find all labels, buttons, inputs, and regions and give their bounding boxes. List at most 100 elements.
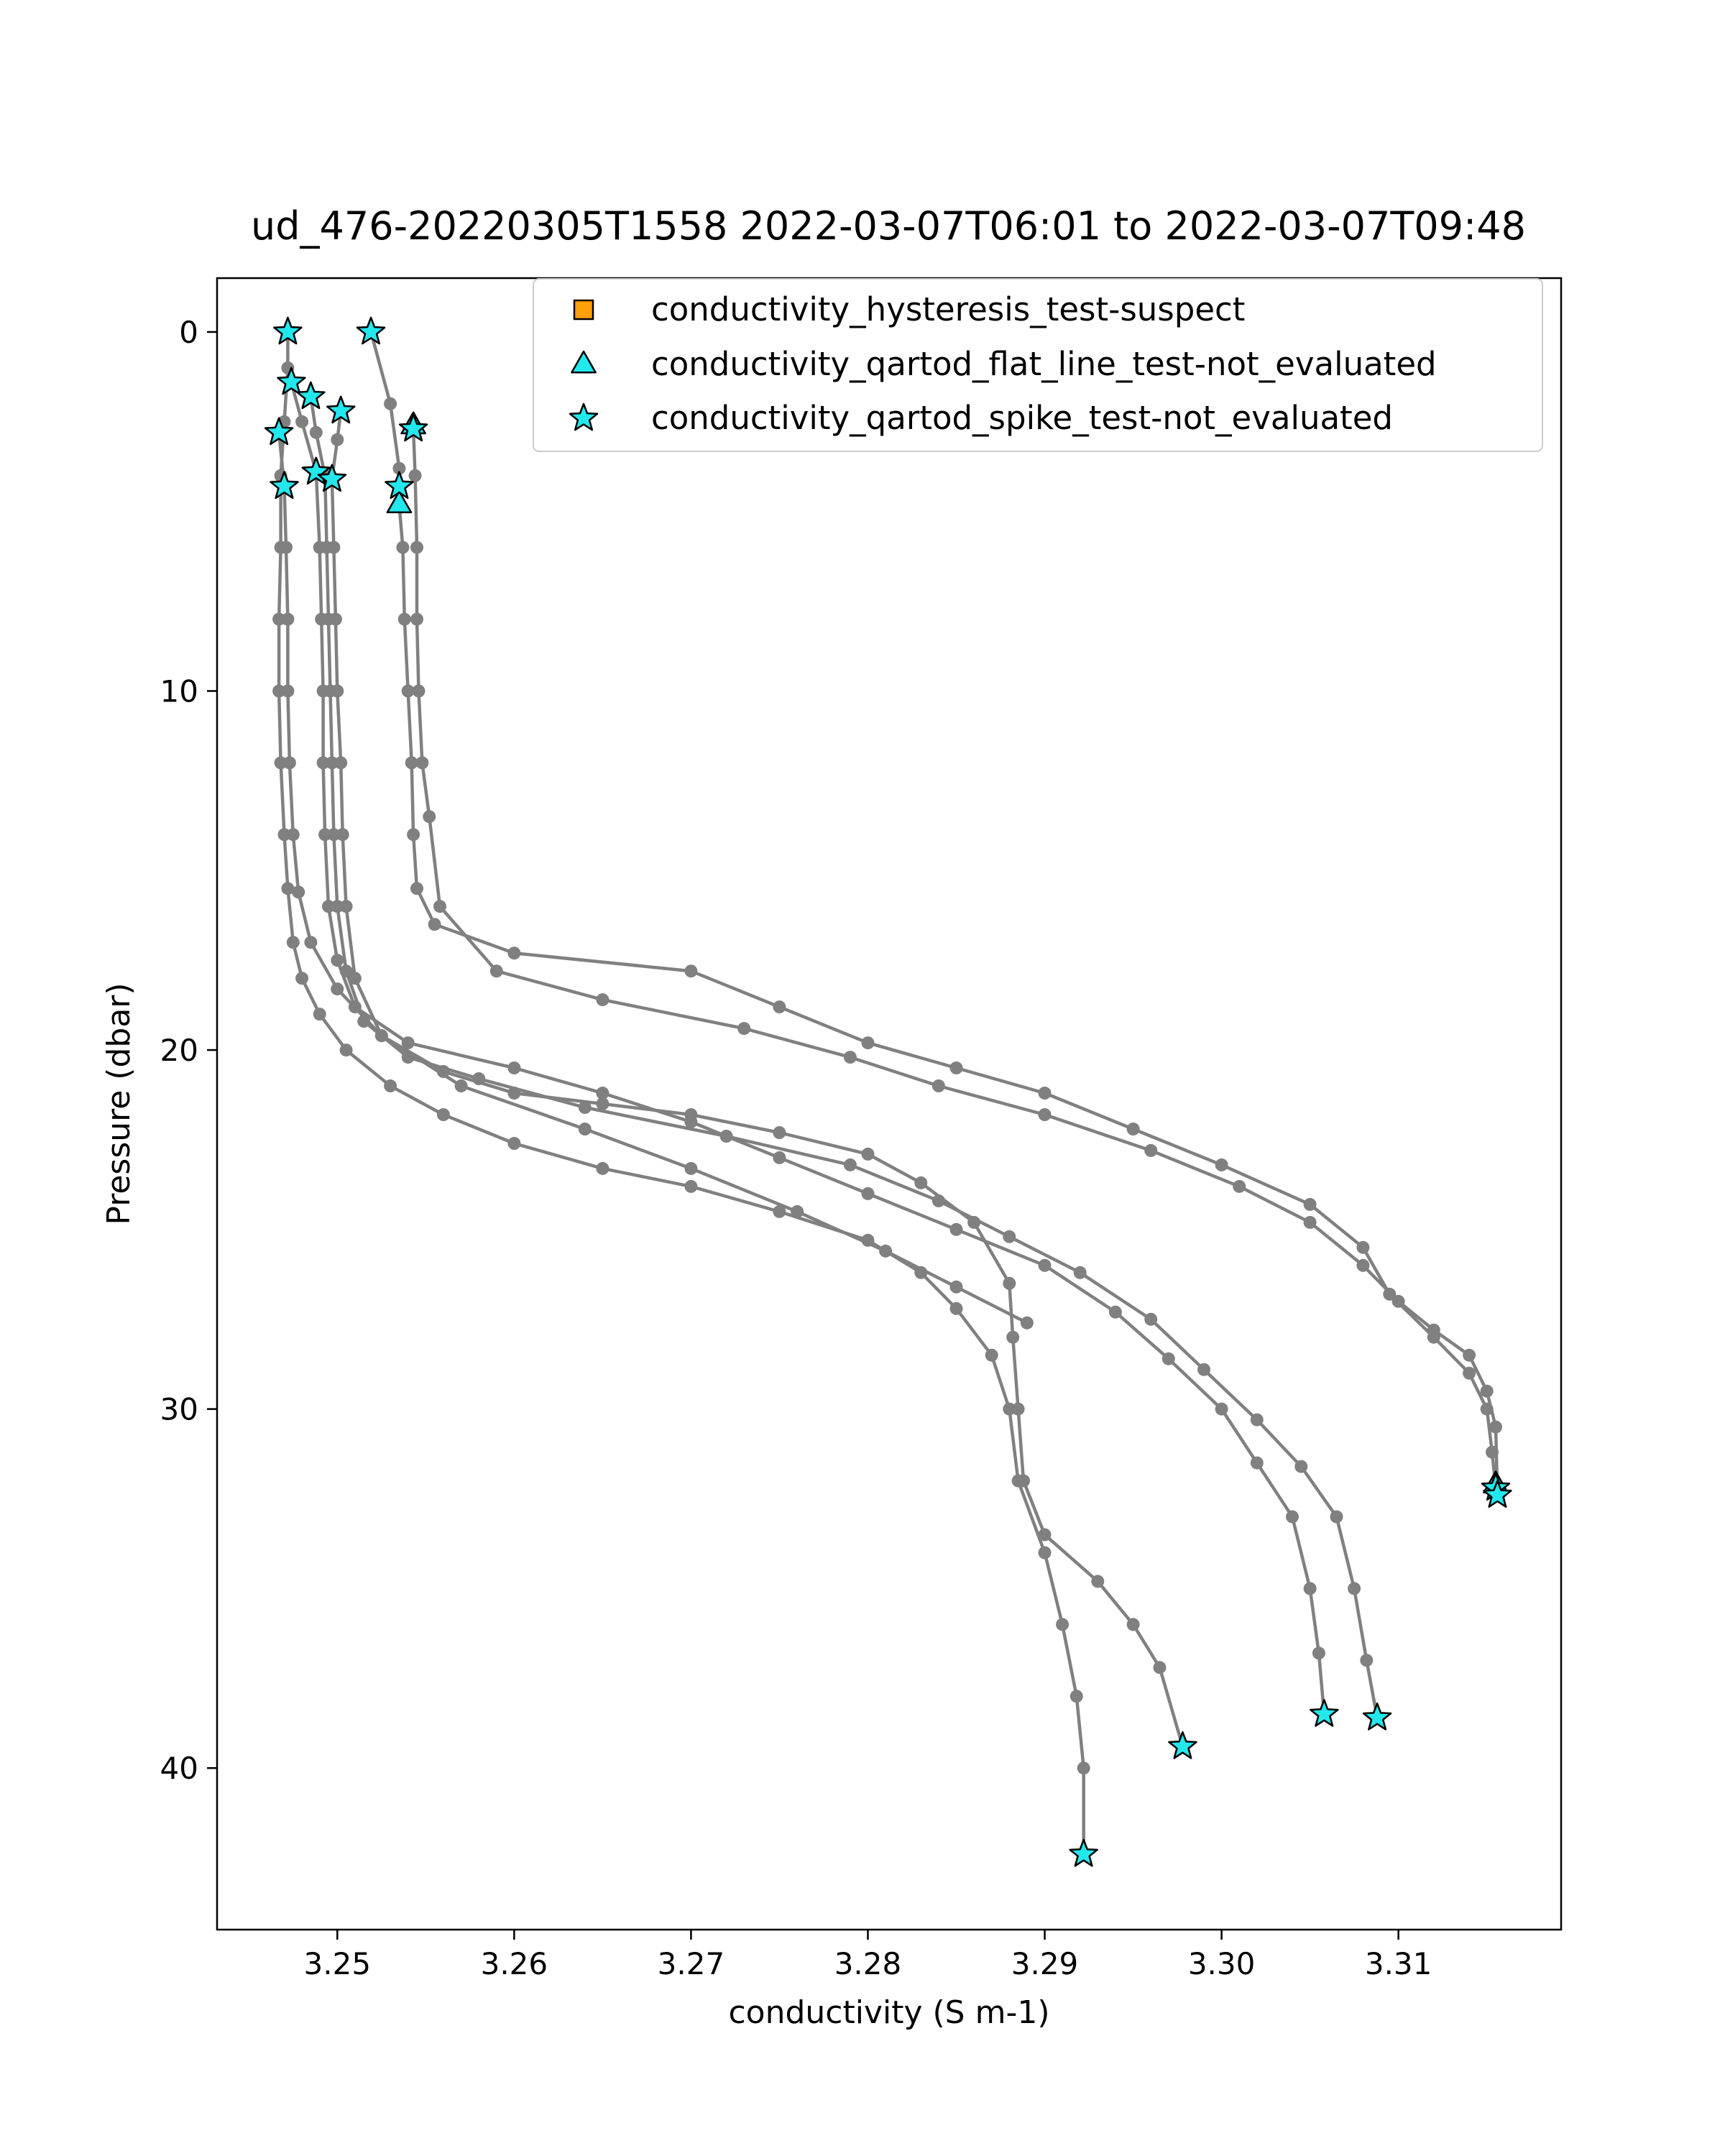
spike-marker	[1362, 1703, 1392, 1731]
x-tick-label: 3.28	[834, 1946, 902, 1981]
data-point	[1038, 1528, 1052, 1542]
data-point	[1162, 1352, 1175, 1365]
data-point	[1312, 1646, 1325, 1660]
data-point	[331, 900, 344, 913]
data-point	[684, 964, 698, 978]
data-point	[331, 954, 344, 967]
data-point	[280, 540, 293, 554]
spike-marker	[270, 471, 299, 499]
data-point	[507, 1061, 521, 1074]
profile-line	[277, 432, 1184, 1747]
data-point	[407, 828, 420, 842]
flat-line-marker	[386, 490, 413, 514]
data-point	[596, 993, 610, 1007]
data-point	[1427, 1323, 1440, 1337]
data-point	[932, 1079, 945, 1092]
data-point	[281, 612, 295, 626]
data-point	[1330, 1510, 1343, 1524]
data-point	[949, 1280, 963, 1294]
spike-marker	[301, 456, 331, 485]
spike-marker	[356, 316, 386, 345]
spike-marker	[1310, 1699, 1339, 1727]
data-point	[286, 936, 300, 949]
spike-marker	[277, 367, 306, 395]
data-point	[1091, 1575, 1105, 1588]
data-point	[507, 946, 521, 960]
data-point	[861, 1187, 875, 1200]
data-point	[1108, 1305, 1122, 1319]
data-point	[578, 1101, 592, 1114]
data-point	[1006, 1330, 1020, 1344]
data-point	[433, 900, 446, 913]
data-point	[861, 1147, 875, 1161]
legend-square-marker	[573, 299, 594, 321]
y-tick-label: 20	[160, 1033, 198, 1068]
data-point	[1020, 1316, 1034, 1330]
data-point	[596, 1097, 610, 1110]
data-point	[339, 900, 353, 913]
data-point	[879, 1244, 893, 1258]
data-point	[1153, 1661, 1167, 1674]
data-point	[684, 1115, 698, 1128]
data-point	[281, 684, 295, 698]
data-point	[1003, 1230, 1016, 1243]
data-point	[861, 1036, 875, 1050]
data-point	[1003, 1402, 1016, 1416]
data-point	[578, 1123, 592, 1135]
data-point	[336, 828, 349, 842]
data-point	[1215, 1402, 1228, 1416]
data-point	[277, 828, 291, 842]
data-point	[684, 1179, 698, 1193]
spike-marker	[398, 413, 428, 442]
data-point	[331, 433, 344, 446]
data-point	[773, 1000, 786, 1014]
x-tick-label: 3.30	[1188, 1946, 1256, 1981]
data-point	[339, 964, 353, 978]
data-point	[410, 612, 423, 626]
data-point	[1215, 1158, 1228, 1171]
y-tick-label: 40	[160, 1751, 198, 1786]
data-point	[684, 1161, 698, 1175]
data-point	[489, 964, 503, 978]
data-point	[281, 882, 295, 895]
data-point	[412, 684, 426, 698]
data-point	[1017, 1474, 1030, 1488]
spike-marker	[1168, 1731, 1197, 1759]
plot-layer	[264, 316, 1512, 1867]
data-point	[272, 684, 286, 698]
data-point	[436, 1108, 450, 1121]
data-point	[423, 810, 436, 824]
data-point	[401, 684, 415, 698]
data-point	[949, 1061, 963, 1074]
data-point	[1038, 1258, 1052, 1272]
y-axis-label: Pressure (dbar)	[101, 982, 137, 1225]
legend-item-2: conductivity_qartod_flat_line_test-not_e…	[571, 345, 1437, 383]
x-tick-label: 3.25	[304, 1946, 372, 1981]
legend-frame	[533, 278, 1543, 452]
data-point	[1463, 1348, 1476, 1362]
data-point	[322, 900, 335, 913]
data-point	[1038, 1087, 1052, 1100]
data-point	[1070, 1690, 1083, 1703]
data-point	[454, 1079, 468, 1092]
legend-item-1: conductivity_hysteresis_test-suspect	[573, 290, 1245, 328]
data-point	[313, 1008, 326, 1021]
data-point	[1356, 1258, 1370, 1272]
chart-title: ud_476-20220305T1558 2022-03-07T06:01 to…	[251, 203, 1526, 249]
data-point	[1011, 1402, 1025, 1416]
data-point	[1038, 1546, 1052, 1560]
data-point	[401, 1036, 415, 1050]
spike-marker	[317, 464, 347, 492]
data-point	[932, 1194, 945, 1207]
data-point	[949, 1222, 963, 1236]
legend-label: conductivity_qartod_flat_line_test-not_e…	[651, 345, 1437, 383]
x-tick-label: 3.29	[1011, 1946, 1079, 1981]
data-point	[507, 1137, 521, 1150]
profile-7	[407, 422, 1504, 1502]
data-point	[428, 918, 441, 931]
data-point	[327, 828, 341, 842]
data-point	[1303, 1197, 1317, 1211]
spike-marker	[1069, 1838, 1098, 1867]
data-point	[1197, 1363, 1210, 1376]
data-point	[328, 612, 342, 626]
